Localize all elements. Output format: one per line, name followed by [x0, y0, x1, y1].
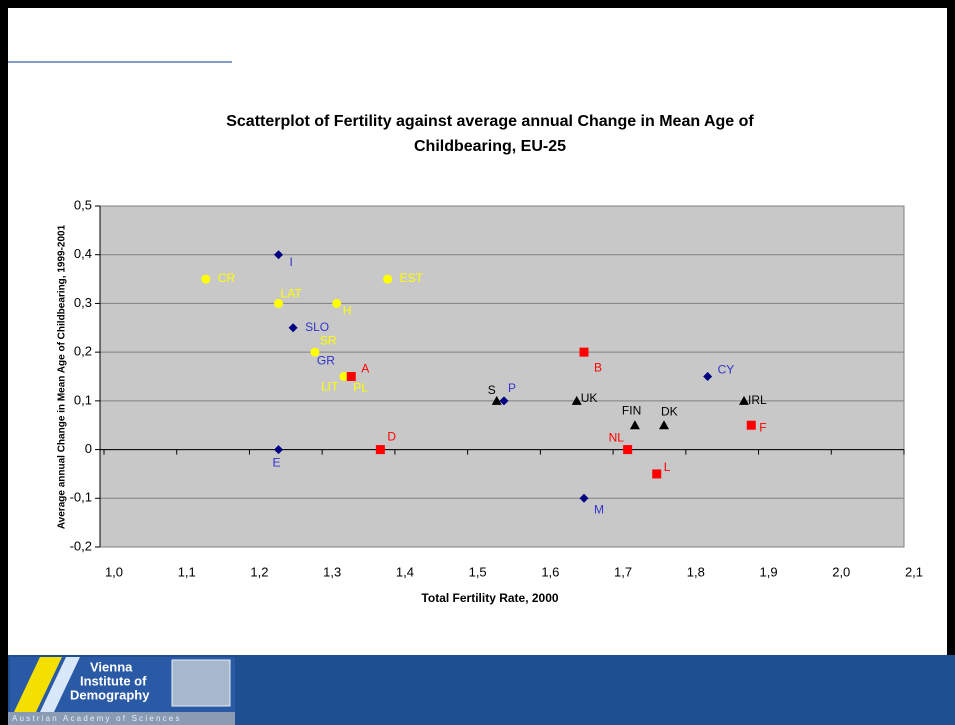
- point-label: NL: [609, 431, 625, 445]
- y-tick-label: 0,4: [74, 246, 92, 261]
- point-label: PL: [353, 381, 368, 395]
- x-tick-label: 1,0: [105, 564, 123, 579]
- point-label: I: [290, 255, 293, 269]
- y-tick-label: 0,2: [74, 344, 92, 359]
- data-point: [739, 395, 749, 405]
- data-point: [310, 347, 320, 357]
- x-axis-title: Total Fertility Rate, 2000: [421, 591, 558, 605]
- point-label: P: [508, 381, 516, 395]
- x-tick-label: 1,6: [541, 564, 559, 579]
- data-point: [201, 274, 211, 284]
- data-point: [623, 445, 633, 455]
- logo-stripe: [14, 657, 62, 712]
- data-point: [274, 250, 284, 260]
- academy-strip: [8, 712, 235, 725]
- data-point: [571, 395, 582, 405]
- point-label: SLO: [305, 320, 329, 334]
- data-point: [499, 396, 509, 406]
- point-label: E: [273, 456, 281, 470]
- data-point: [339, 372, 349, 381]
- data-point: [579, 347, 589, 357]
- point-label: FIN: [622, 403, 641, 417]
- chart-title: Childbearing, EU-25: [414, 138, 566, 155]
- point-label: S: [488, 383, 496, 397]
- data-point: [375, 445, 385, 455]
- data-point: [288, 323, 298, 333]
- data-point: [703, 372, 713, 381]
- point-label: CY: [718, 363, 735, 377]
- logo: Vienna Institute of Demography Austrian …: [8, 657, 235, 725]
- data-point: [659, 420, 669, 430]
- logo-text: Demography: [70, 687, 150, 702]
- data-point: [652, 469, 662, 479]
- point-label: EST: [400, 271, 424, 285]
- logo-text: Vienna: [90, 659, 133, 674]
- y-tick-label: 0: [85, 441, 92, 456]
- point-label: D: [387, 430, 396, 444]
- chart-title: Scatterplot of Fertility against average…: [226, 113, 754, 130]
- data-point: [383, 274, 393, 284]
- data-point: [332, 298, 342, 308]
- y-tick-label: -0,1: [70, 490, 92, 505]
- building-icon: [171, 659, 231, 707]
- data-point: [274, 445, 284, 455]
- data-point: [746, 420, 756, 430]
- data-point: [274, 298, 284, 308]
- x-tick-label: 1,8: [687, 564, 705, 579]
- academy-text: Austrian Academy of Sciences: [12, 714, 182, 723]
- point-label: LAT: [281, 287, 303, 301]
- x-tick-label: 1,2: [250, 564, 268, 579]
- x-tick-label: 1,4: [396, 564, 414, 579]
- data-point: [346, 372, 356, 381]
- y-tick-label: 0,5: [74, 197, 92, 212]
- point-label: GR: [317, 353, 335, 367]
- x-tick-label: 1,7: [614, 564, 632, 579]
- x-tick-label: 2,0: [832, 564, 850, 579]
- point-label: DK: [661, 404, 678, 418]
- point-label: L: [664, 460, 671, 474]
- point-label: CR: [218, 271, 236, 285]
- point-label: LIT: [321, 380, 339, 394]
- data-point: [629, 420, 640, 430]
- x-tick-label: 2,1: [905, 564, 923, 579]
- point-label: B: [594, 360, 602, 374]
- data-point: [579, 493, 589, 503]
- x-tick-label: 1,9: [760, 564, 778, 579]
- point-label: A: [361, 362, 369, 376]
- point-label: UK: [581, 391, 598, 405]
- point-label: H: [343, 304, 352, 318]
- point-label: F: [759, 420, 766, 434]
- point-label: M: [594, 502, 604, 516]
- plot-area: [99, 205, 905, 548]
- x-tick-label: 1,1: [178, 564, 196, 579]
- y-tick-label: -0,2: [70, 538, 92, 553]
- y-tick-label: 0,1: [74, 392, 92, 407]
- x-tick-label: 1,5: [469, 564, 487, 579]
- logo-text: Institute of: [80, 673, 147, 688]
- data-point: [491, 395, 502, 405]
- x-tick-label: 1,3: [323, 564, 341, 579]
- point-label: IRL: [748, 393, 767, 407]
- logo-stripe: [40, 657, 80, 712]
- y-tick-label: 0,3: [74, 295, 92, 310]
- point-label: SR: [320, 333, 337, 347]
- y-axis-title: Average annual Change in Mean Age of Chi…: [57, 224, 68, 529]
